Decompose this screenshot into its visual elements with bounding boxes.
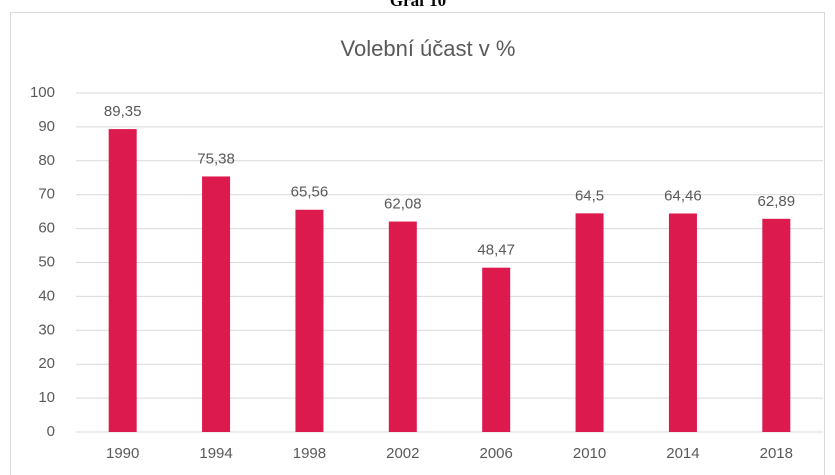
bar bbox=[762, 218, 791, 432]
data-label: 64,46 bbox=[664, 187, 702, 204]
bar bbox=[202, 176, 231, 432]
bar bbox=[388, 221, 417, 432]
y-tick-label: 0 bbox=[47, 423, 55, 440]
data-label: 62,89 bbox=[758, 193, 796, 210]
x-tick-label: 1998 bbox=[293, 445, 326, 462]
bar bbox=[668, 213, 697, 432]
caption: Graf 10 bbox=[390, 0, 446, 10]
x-tick-label: 2018 bbox=[760, 445, 793, 462]
x-tick-label: 2014 bbox=[666, 445, 699, 462]
data-label: 89,35 bbox=[104, 103, 142, 120]
y-tick-label: 40 bbox=[38, 287, 55, 304]
y-tick-label: 80 bbox=[38, 152, 55, 169]
x-tick-label: 2010 bbox=[573, 445, 606, 462]
bar bbox=[295, 209, 324, 432]
chart-title: Volební účast v % bbox=[341, 36, 516, 61]
x-tick-label: 1990 bbox=[106, 445, 139, 462]
x-tick-label: 1994 bbox=[199, 445, 232, 462]
data-label: 48,47 bbox=[477, 242, 515, 259]
bar bbox=[482, 267, 511, 432]
y-tick-label: 100 bbox=[30, 84, 55, 101]
data-label: 75,38 bbox=[197, 150, 235, 167]
y-tick-label: 30 bbox=[38, 321, 55, 338]
data-label: 62,08 bbox=[384, 196, 422, 213]
data-label: 65,56 bbox=[291, 184, 329, 201]
bar bbox=[108, 129, 137, 432]
y-tick-label: 20 bbox=[38, 355, 55, 372]
y-tick-label: 90 bbox=[38, 118, 55, 135]
y-tick-label: 50 bbox=[38, 253, 55, 270]
y-tick-label: 70 bbox=[38, 186, 55, 203]
data-label: 64,5 bbox=[575, 187, 604, 204]
x-tick-label: 2002 bbox=[386, 445, 419, 462]
x-tick-label: 2006 bbox=[480, 445, 513, 462]
y-tick-label: 60 bbox=[38, 220, 55, 237]
y-tick-label: 10 bbox=[38, 389, 55, 406]
bar bbox=[575, 213, 604, 432]
